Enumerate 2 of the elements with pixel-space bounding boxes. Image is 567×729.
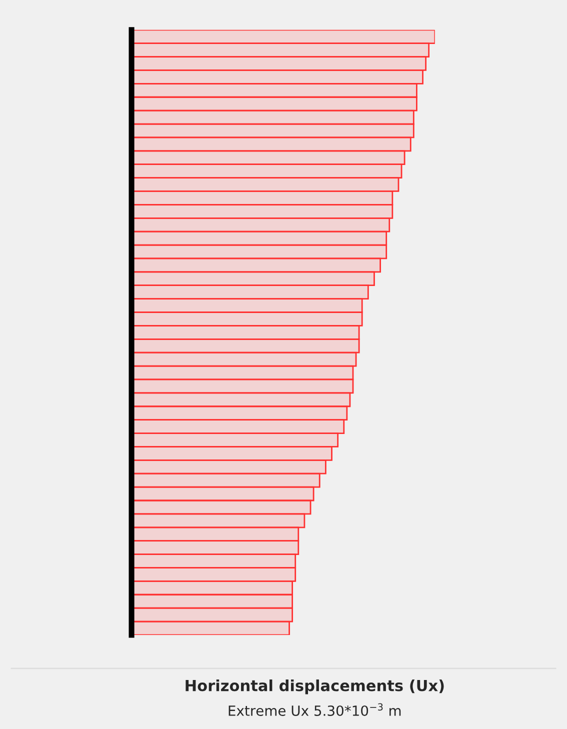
text: Horizontal displacements (Ux)	[186, 679, 444, 694]
text: Extreme Ux 5.30*10$^{−3}$ m	[228, 703, 401, 716]
